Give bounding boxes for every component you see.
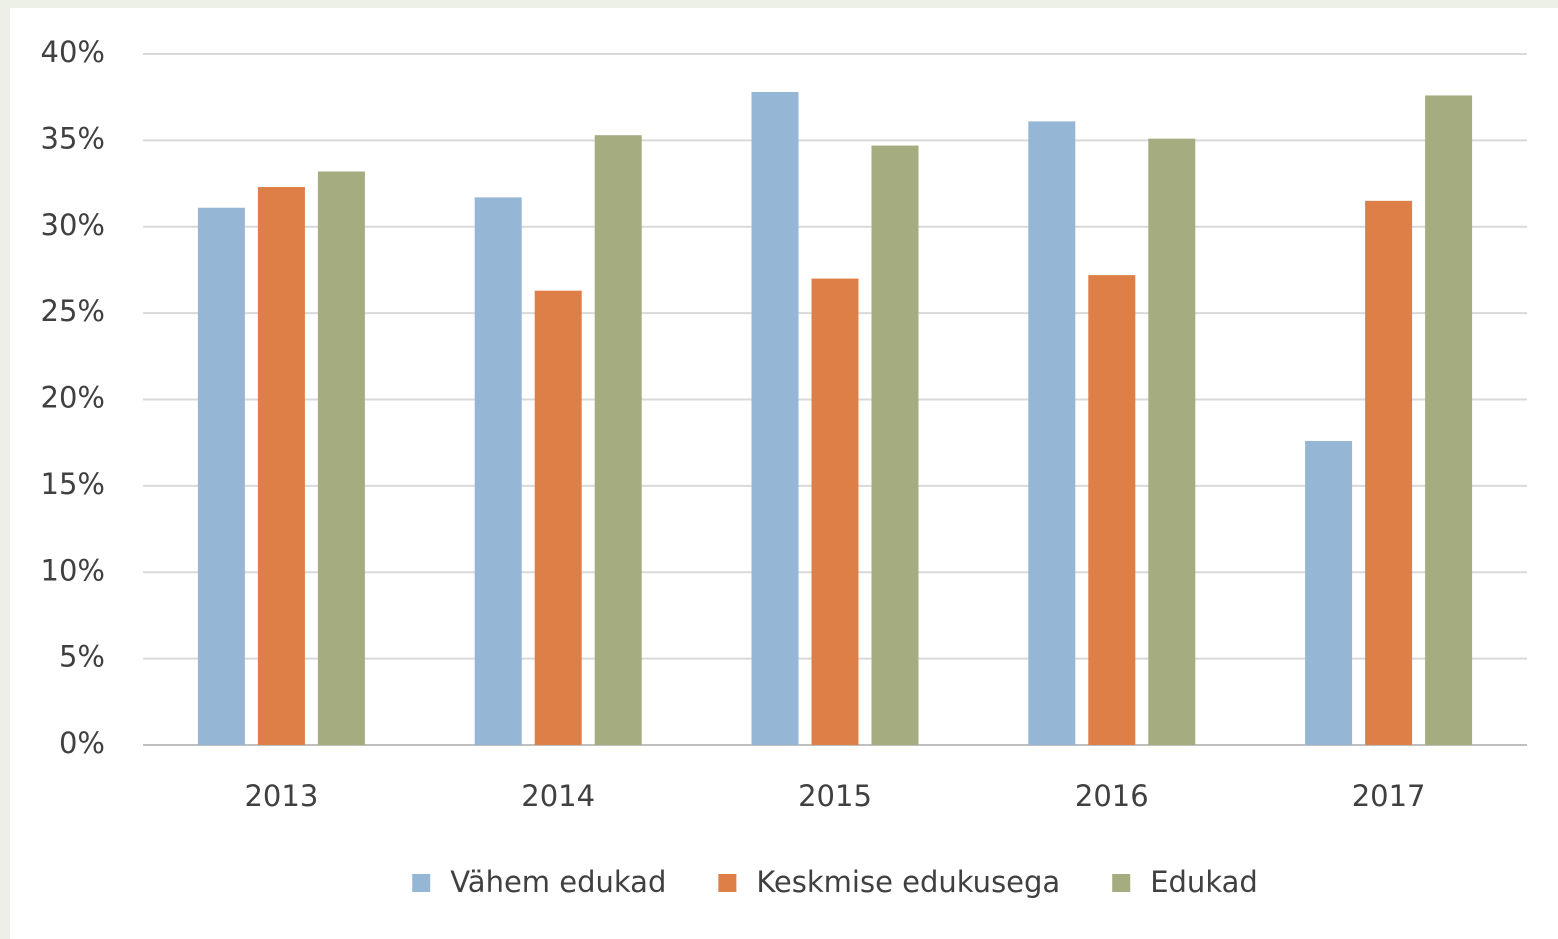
bar: [871, 145, 919, 745]
bar: [197, 207, 245, 745]
legend-label: Vähem edukad: [450, 865, 666, 899]
x-tick-label: 2015: [798, 779, 872, 813]
y-tick-label: 15%: [41, 467, 105, 501]
y-tick-label: 40%: [41, 35, 105, 69]
x-tick-label: 2016: [1075, 779, 1149, 813]
bar: [594, 135, 642, 745]
y-tick-label: 20%: [41, 381, 105, 415]
x-tick-label: 2013: [244, 779, 318, 813]
bar: [811, 278, 859, 745]
legend-swatch: [412, 874, 431, 892]
y-tick-label: 30%: [41, 208, 105, 242]
bar: [1148, 138, 1196, 745]
bar: [1088, 275, 1136, 745]
bar: [1305, 440, 1353, 745]
legend-label: Keskmise edukusega: [756, 865, 1060, 899]
legend-swatch: [718, 874, 737, 892]
y-tick-label: 5%: [59, 640, 105, 674]
chart: 0% 5% 10% 15% 20% 25% 30% 35% 40% 2013 2014 2015 201…: [10, 8, 1558, 939]
y-tick-label: 35%: [41, 121, 105, 155]
bar: [534, 290, 582, 745]
y-tick-label: 10%: [41, 553, 105, 587]
legend-swatch: [1112, 874, 1131, 892]
bar: [751, 92, 799, 745]
y-tick-label: 25%: [41, 294, 105, 328]
bar: [1028, 121, 1076, 745]
legend-label: Edukad: [1150, 865, 1258, 899]
y-tick-label: 0%: [59, 726, 105, 760]
bar: [317, 171, 365, 746]
bar: [1365, 200, 1413, 745]
bar: [257, 187, 305, 745]
bar: [1425, 95, 1473, 745]
x-tick-label: 2017: [1352, 779, 1426, 813]
x-tick-label: 2014: [521, 779, 595, 813]
bar: [474, 197, 522, 745]
